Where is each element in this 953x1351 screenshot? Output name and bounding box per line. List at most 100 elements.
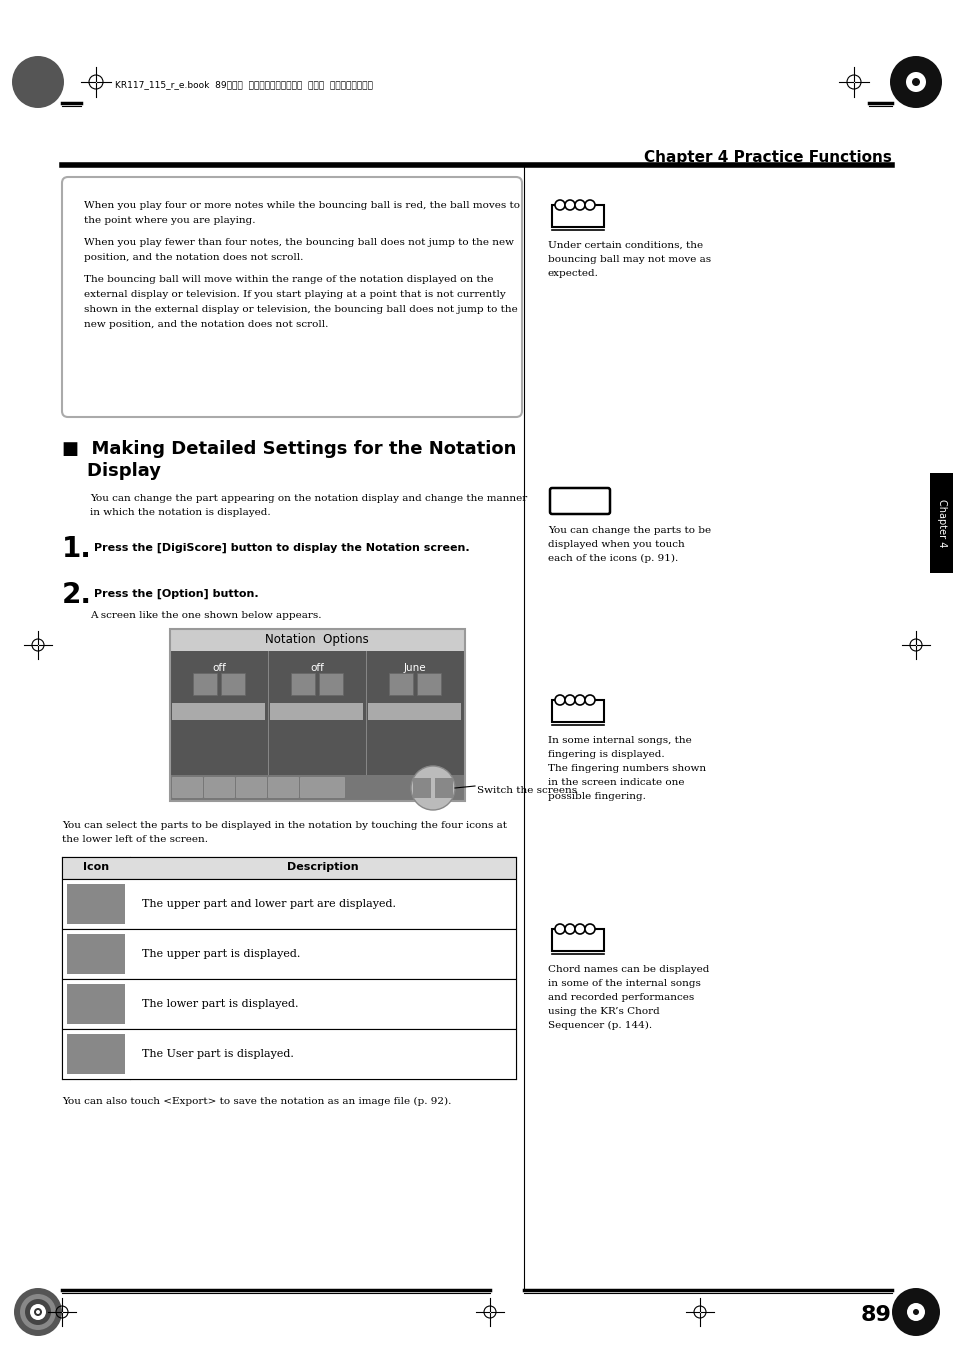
Bar — [435, 778, 453, 798]
Circle shape — [36, 1310, 40, 1315]
Text: bouncing ball may not move as: bouncing ball may not move as — [547, 255, 710, 263]
Bar — [268, 777, 297, 797]
Text: MEMO: MEMO — [559, 934, 596, 943]
Text: position, and the notation does not scroll.: position, and the notation does not scro… — [84, 253, 303, 262]
Circle shape — [14, 1288, 62, 1336]
Circle shape — [35, 78, 41, 85]
Bar — [62, 929, 516, 979]
Text: each of the icons (p. 91).: each of the icons (p. 91). — [547, 554, 678, 563]
Bar — [172, 703, 265, 720]
Bar — [62, 857, 516, 880]
Bar — [270, 703, 363, 720]
Circle shape — [891, 1288, 939, 1336]
Text: and recorded performances: and recorded performances — [547, 993, 694, 1002]
Text: ▲: ▲ — [326, 677, 335, 690]
Text: off: off — [310, 663, 324, 673]
Bar — [62, 880, 516, 929]
Text: ▼: ▼ — [395, 677, 405, 690]
Text: displayed when you touch: displayed when you touch — [547, 540, 684, 549]
Text: When you play four or more notes while the bouncing ball is red, the ball moves : When you play four or more notes while t… — [84, 201, 519, 209]
Text: Zoom: Zoom — [205, 705, 233, 715]
Text: Chord names can be displayed: Chord names can be displayed — [547, 965, 709, 974]
Text: The fingering numbers shown: The fingering numbers shown — [547, 765, 705, 773]
Text: The upper part and lower part are displayed.: The upper part and lower part are displa… — [142, 898, 395, 909]
Circle shape — [12, 55, 64, 108]
Text: ▲: ▲ — [424, 677, 434, 690]
Text: external display or television. If you start playing at a point that is not curr: external display or television. If you s… — [84, 290, 505, 299]
Text: MEMO: MEMO — [559, 209, 596, 219]
Bar — [389, 673, 413, 694]
Bar — [368, 703, 460, 720]
Bar — [416, 673, 440, 694]
Text: off: off — [212, 663, 226, 673]
Text: new position, and the notation does not scroll.: new position, and the notation does not … — [84, 320, 328, 330]
Circle shape — [18, 62, 58, 101]
Text: shown in the external display or television, the bouncing ball does not jump to : shown in the external display or televis… — [84, 305, 517, 313]
Text: Chapter 4 Practice Functions: Chapter 4 Practice Functions — [643, 150, 891, 165]
Circle shape — [411, 766, 455, 811]
Circle shape — [32, 76, 44, 88]
Text: Press the [Option] button.: Press the [Option] button. — [94, 589, 258, 600]
Text: ♫: ♫ — [247, 780, 254, 789]
Bar — [299, 777, 344, 797]
Text: The bouncing ball will move within the range of the notation displayed on the: The bouncing ball will move within the r… — [84, 276, 493, 284]
Text: 1.: 1. — [62, 535, 91, 563]
Text: In some internal songs, the: In some internal songs, the — [547, 736, 691, 744]
Circle shape — [555, 694, 564, 705]
Bar — [193, 673, 216, 694]
Text: ▼: ▼ — [200, 677, 210, 690]
Text: The User part is displayed.: The User part is displayed. — [142, 1048, 294, 1059]
Bar — [318, 673, 343, 694]
Circle shape — [555, 924, 564, 934]
Text: The lower part is displayed.: The lower part is displayed. — [142, 998, 298, 1009]
Text: the lower left of the screen.: the lower left of the screen. — [62, 835, 208, 844]
Circle shape — [584, 200, 595, 209]
Circle shape — [564, 924, 575, 934]
Text: NOTE: NOTE — [563, 494, 596, 507]
Bar — [170, 630, 464, 651]
Text: When you play fewer than four notes, the bouncing ball does not jump to the new: When you play fewer than four notes, the… — [84, 238, 514, 247]
Text: The upper part is displayed.: The upper part is displayed. — [142, 948, 300, 959]
Text: Notation  Options: Notation Options — [265, 634, 369, 646]
Text: Press the [DigiScore] button to display the Notation screen.: Press the [DigiScore] button to display … — [94, 543, 469, 554]
Text: the point where you are playing.: the point where you are playing. — [84, 216, 255, 226]
Text: You can change the part appearing on the notation display and change the manner: You can change the part appearing on the… — [90, 494, 527, 503]
Circle shape — [905, 72, 925, 92]
Text: Icon: Icon — [83, 862, 109, 871]
Circle shape — [555, 200, 564, 209]
Text: You can also touch <Export> to save the notation as an image file (p. 92).: You can also touch <Export> to save the … — [62, 1097, 451, 1106]
Bar — [204, 777, 233, 797]
Text: Chapter 4: Chapter 4 — [936, 499, 946, 547]
Circle shape — [906, 1302, 924, 1321]
Text: fingering is displayed.: fingering is displayed. — [547, 750, 664, 759]
Text: ▲: ▲ — [228, 677, 237, 690]
Text: in the screen indicate one: in the screen indicate one — [547, 778, 684, 788]
Bar — [67, 1034, 125, 1074]
Text: in which the notation is displayed.: in which the notation is displayed. — [90, 508, 271, 517]
Circle shape — [30, 1304, 46, 1320]
Text: using the KR’s Chord: using the KR’s Chord — [547, 1006, 659, 1016]
Bar — [170, 775, 464, 801]
Bar — [291, 673, 314, 694]
Text: You can change the parts to be: You can change the parts to be — [547, 526, 710, 535]
Text: KR117_115_r_e.book  89ページ  ２００６年２月２７日  月曜日  午前１１時５５分: KR117_115_r_e.book 89ページ ２００６年２月２７日 月曜日 … — [115, 80, 373, 89]
Text: Description: Description — [287, 862, 358, 871]
Text: ▼: ▼ — [298, 677, 308, 690]
Text: Sequencer (p. 144).: Sequencer (p. 144). — [547, 1021, 652, 1029]
Bar — [67, 984, 125, 1024]
Circle shape — [584, 924, 595, 934]
Bar — [170, 651, 464, 775]
Text: 0:0: 0:0 — [276, 780, 289, 789]
Bar — [221, 673, 245, 694]
Text: Under certain conditions, the: Under certain conditions, the — [547, 240, 702, 250]
Bar — [552, 929, 603, 951]
Circle shape — [575, 924, 584, 934]
Bar — [67, 934, 125, 974]
Text: ►►: ►► — [436, 788, 451, 797]
Text: in some of the internal songs: in some of the internal songs — [547, 979, 700, 988]
Text: expected.: expected. — [547, 269, 598, 278]
Text: ■  Making Detailed Settings for the Notation: ■ Making Detailed Settings for the Notat… — [62, 440, 516, 458]
Bar — [67, 884, 125, 924]
Text: ♪: ♪ — [216, 780, 221, 789]
Bar — [172, 777, 202, 797]
